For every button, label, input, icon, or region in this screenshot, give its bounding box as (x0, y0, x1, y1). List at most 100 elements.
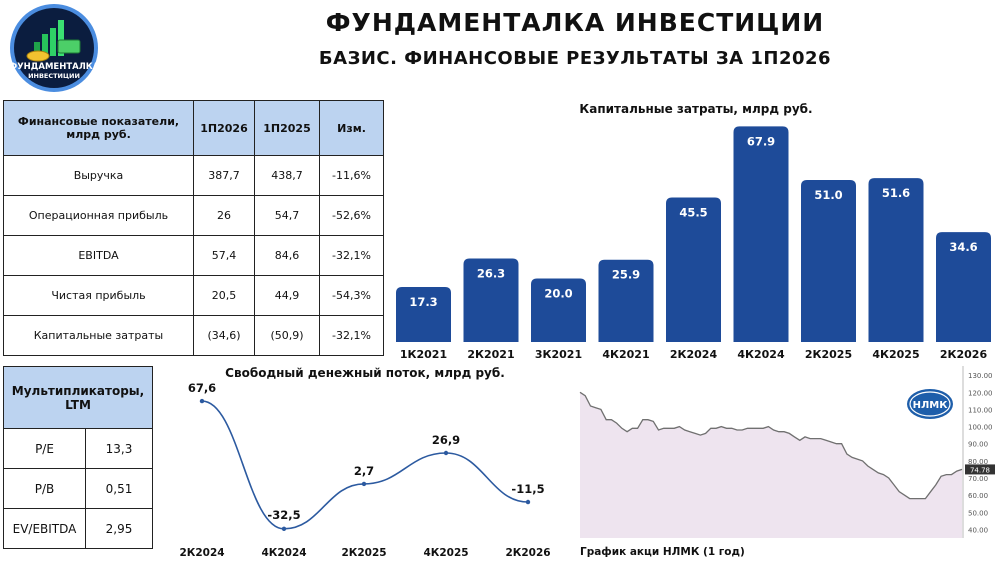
capex-bar (868, 178, 924, 342)
capex-x-tick-label: 1К2021 (400, 348, 447, 361)
logo-coins-icon (26, 50, 50, 62)
table-header-row: Финансовые показатели, млрд руб. 1П2026 … (3, 100, 384, 156)
table-cell: 0,51 (85, 468, 153, 509)
fcf-value-label: 2,7 (354, 464, 374, 478)
capex-bar (396, 287, 451, 342)
table-cell: 438,7 (254, 155, 320, 196)
stock-y-tick-label: 100.00 (968, 424, 993, 432)
logo-text-line2: ИНВЕСТИЦИИ (28, 72, 80, 80)
fcf-point (361, 481, 367, 487)
fcf-value-label: 67,6 (188, 381, 216, 395)
capex-bar (666, 197, 721, 342)
capex-bar-value-label: 26.3 (477, 266, 505, 280)
table-cell: Выручка (3, 155, 194, 196)
table-cell: EBITDA (3, 235, 194, 276)
stock-y-tick-label: 70.00 (968, 475, 988, 483)
fcf-x-tick-label: 2К2025 (341, 547, 386, 559)
table-cell: (34,6) (193, 315, 255, 356)
stock-price-chart: 130.00 120.00 110.00 100.00 90.00 80.00 70.00 6… (579, 366, 995, 558)
table-header-cell: Финансовые показатели, млрд руб. (3, 100, 194, 156)
capex-x-tick-label: 4К2024 (737, 348, 785, 361)
nlmk-logo-icon (907, 389, 953, 419)
table-cell: 57,4 (193, 235, 255, 276)
logo-text-line1: ФУНДАМЕНТАЛКА (9, 62, 100, 72)
capex-bar (936, 232, 991, 342)
table-cell: P/B (3, 468, 86, 509)
fcf-x-tick-label: 4К2024 (261, 547, 306, 559)
capex-x-tick-label: 4К2021 (602, 348, 649, 361)
capex-bar-value-label: 51.0 (814, 188, 842, 202)
fcf-line-chart: 67,6 2К2024 -32,5 4К2024 2,7 2К2025 26,9 4К2025… (179, 381, 550, 559)
table-header-row: Мультипликаторы, LTM (3, 366, 153, 429)
capex-bar-value-label: 67.9 (747, 134, 775, 148)
table-cell: (50,9) (254, 315, 320, 356)
stock-y-tick-label: 120.00 (968, 389, 993, 397)
financials-table: Финансовые показатели, млрд руб. 1П2026 … (3, 100, 384, 356)
table-row: EV/EBITDA 2,95 (3, 508, 153, 549)
capex-bar-value-label: 17.3 (409, 295, 437, 309)
capex-bar-value-label: 34.6 (949, 240, 977, 254)
table-cell: 84,6 (254, 235, 320, 276)
table-cell: 20,5 (193, 275, 255, 316)
stock-y-tick-label: 110.00 (968, 406, 993, 414)
capex-bar-value-label: 20.0 (544, 286, 572, 300)
nlmk-logo-label: НЛМК (913, 400, 949, 411)
table-cell: -54,3% (319, 275, 384, 316)
table-header-cell: 1П2026 (193, 100, 255, 156)
fcf-point (281, 526, 287, 532)
table-cell: EV/EBITDA (3, 508, 86, 549)
fcf-value-label: 26,9 (432, 433, 460, 447)
fcf-x-tick-label: 2К2026 (505, 547, 550, 559)
table-cell: 44,9 (254, 275, 320, 316)
table-header-cell: Изм. (319, 100, 384, 156)
logo-banknote-icon (57, 39, 81, 54)
stock-y-tick-label: 40.00 (968, 526, 988, 534)
table-cell: P/E (3, 428, 86, 469)
capex-x-tick-label: 4К2025 (872, 348, 919, 361)
table-row: Выручка 387,7 438,7 -11,6% (3, 155, 384, 196)
fcf-series-line (201, 400, 529, 530)
logo-bar-icon (50, 28, 56, 56)
table-row: Капитальные затраты (34,6) (50,9) -32,1% (3, 315, 384, 356)
logo-bar-icon (42, 34, 48, 56)
stock-area (580, 392, 962, 538)
stock-y-tick-label: 90.00 (968, 441, 988, 449)
table-row: EBITDA 57,4 84,6 -32,1% (3, 235, 384, 276)
fcf-x-tick-label: 2К2024 (179, 547, 224, 559)
capex-bar-chart: 17.3 1К2021 26.3 2К2021 20.0 3К2021 25.9 4К2021… (396, 126, 991, 361)
stock-line (579, 391, 963, 500)
table-row: P/B 0,51 (3, 468, 153, 509)
table-cell: 2,95 (85, 508, 153, 549)
table-cell: 54,7 (254, 195, 320, 236)
capex-bar (733, 126, 789, 342)
capex-x-tick-label: 2К2025 (805, 348, 852, 361)
capex-bar (531, 278, 586, 342)
capex-bar-value-label: 51.6 (882, 186, 910, 200)
table-row: Операционная прибыль 26 54,7 -52,6% (3, 195, 384, 236)
capex-bar (463, 258, 519, 342)
page-title: ФУНДАМЕНТАЛКА ИНВЕСТИЦИИ (325, 8, 825, 37)
fcf-x-tick-label: 4К2025 (423, 547, 468, 559)
table-cell: -11,6% (319, 155, 384, 196)
table-cell: -32,1% (319, 235, 384, 276)
nlmk-logo-ring (909, 391, 951, 417)
fcf-value-label: -11,5 (511, 482, 544, 496)
stock-chart-title: График акци НЛМК (1 год) (580, 546, 745, 558)
capex-bar-value-label: 45.5 (679, 205, 707, 219)
table-cell: 13,3 (85, 428, 153, 469)
page-subtitle: БАЗИС. ФИНАНСОВЫЕ РЕЗУЛЬТАТЫ ЗА 1П2026 (318, 48, 832, 69)
capex-x-tick-label: 2К2026 (940, 348, 988, 361)
fcf-point (443, 450, 449, 456)
capex-chart-title: Капитальные затраты, млрд руб. (579, 102, 813, 116)
capex-x-tick-label: 2К2021 (467, 348, 514, 361)
stock-y-tick-label: 60.00 (968, 492, 988, 500)
stock-y-tick-label: 80.00 (968, 458, 988, 466)
multiples-table: Мультипликаторы, LTM P/E 13,3 P/B 0,51 E… (3, 366, 153, 549)
table-cell: 26 (193, 195, 255, 236)
capex-bar-value-label: 25.9 (612, 268, 640, 282)
stock-y-tick-label: 50.00 (968, 509, 988, 517)
table-cell: -52,6% (319, 195, 384, 236)
table-row: Чистая прибыль 20,5 44,9 -54,3% (3, 275, 384, 316)
table-cell: Капитальные затраты (3, 315, 194, 356)
fcf-point (525, 499, 531, 505)
